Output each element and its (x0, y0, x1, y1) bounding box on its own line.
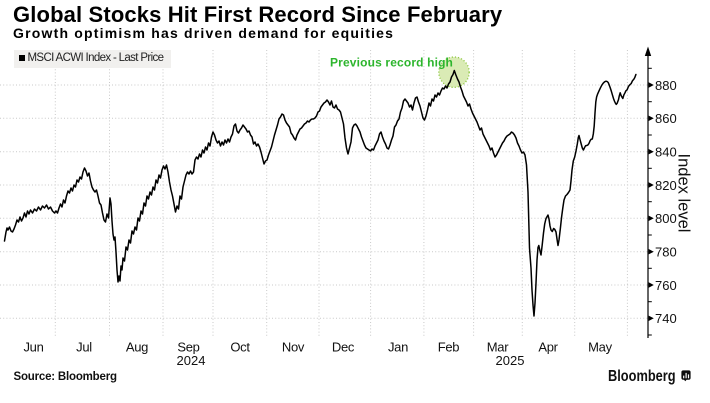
svg-text:780: 780 (655, 245, 677, 260)
svg-text:800: 800 (655, 211, 677, 226)
svg-text:2025: 2025 (496, 353, 525, 368)
svg-text:880: 880 (655, 78, 677, 93)
svg-text:Feb: Feb (438, 340, 460, 355)
svg-text:740: 740 (655, 311, 677, 326)
svg-text:760: 760 (655, 278, 677, 293)
svg-text:Index level: Index level (675, 154, 693, 233)
svg-text:Apr: Apr (538, 340, 558, 355)
svg-text:840: 840 (655, 145, 677, 160)
svg-text:Jul: Jul (76, 340, 92, 355)
svg-text:860: 860 (655, 111, 677, 126)
svg-text:820: 820 (655, 178, 677, 193)
svg-text:Dec: Dec (332, 340, 355, 355)
svg-text:Jun: Jun (23, 340, 43, 355)
svg-text:Sep: Sep (177, 340, 199, 355)
svg-text:Oct: Oct (230, 340, 250, 355)
svg-text:Previous record high: Previous record high (330, 56, 453, 70)
svg-text:Jan: Jan (388, 340, 408, 355)
svg-text:Nov: Nov (282, 340, 305, 355)
svg-text:May: May (588, 340, 612, 355)
svg-text:Mar: Mar (487, 340, 509, 355)
svg-text:Aug: Aug (126, 340, 148, 355)
svg-text:2024: 2024 (177, 353, 206, 368)
